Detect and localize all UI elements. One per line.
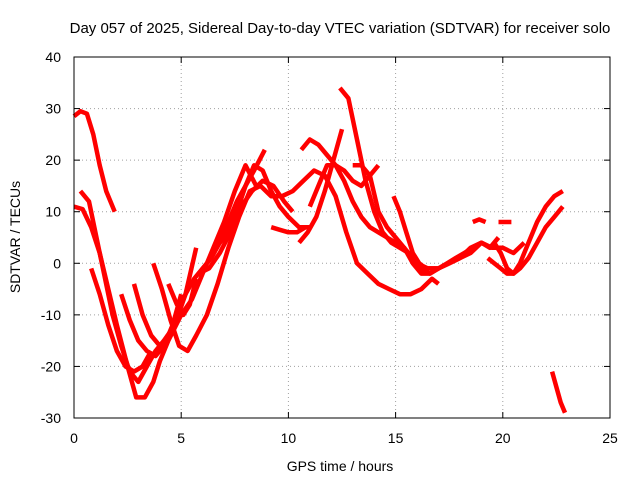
x-tick-label: 25 [602, 430, 618, 446]
chart-title: Day 057 of 2025, Sidereal Day-to-day VTE… [70, 20, 611, 37]
series-trace-a [72, 108, 117, 213]
x-tick-label: 20 [495, 430, 511, 446]
series-trace-h [166, 278, 199, 318]
y-tick-label: -20 [41, 358, 61, 374]
series-trace-t [492, 189, 564, 276]
series-trace-g [151, 168, 440, 354]
y-tick-label: -30 [41, 410, 61, 426]
y-tick-label: 30 [45, 101, 61, 117]
series-trace-d [89, 267, 154, 374]
y-tick-label: 20 [45, 152, 61, 168]
y-tick-label: 10 [45, 204, 61, 220]
series-trace-l [297, 128, 345, 245]
series-trace-b [73, 163, 259, 400]
x-tick-label: 5 [177, 430, 185, 446]
y-tick-label: 0 [53, 255, 61, 271]
x-axis-label: GPS time / hours [287, 458, 394, 474]
y-tick-label: -10 [41, 307, 61, 323]
series-trace-q [391, 195, 501, 271]
series-trace-i [197, 178, 295, 276]
x-tick-label: 10 [281, 430, 297, 446]
series-trace-s [486, 205, 565, 276]
y-axis-label: SDTVAR / TECUs [7, 181, 23, 293]
series-trace-f [131, 148, 267, 349]
plot-frame [73, 56, 611, 419]
x-tick-label: 15 [388, 430, 404, 446]
series-trace-v [549, 370, 568, 414]
data-series [72, 86, 568, 414]
y-tick-label: 40 [45, 49, 61, 65]
series-trace-j [218, 163, 310, 245]
series-trace-r [471, 217, 487, 225]
axis-ticks: 0 5 10 15 20 25 -30 -20 -10 0 10 20 30 40 [41, 49, 618, 446]
x-tick-label: 0 [70, 430, 78, 446]
series-trace-k [270, 225, 307, 235]
